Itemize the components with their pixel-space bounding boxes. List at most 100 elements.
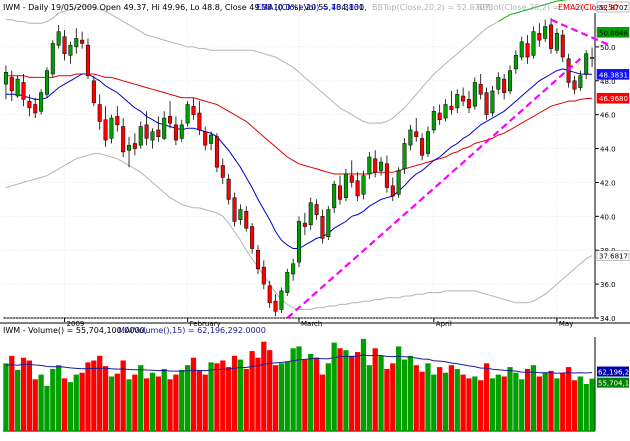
volume-bar — [179, 369, 185, 431]
candle-body — [238, 209, 243, 220]
candle-body — [296, 221, 302, 263]
y-tick-label: 46.0 — [600, 112, 616, 120]
candle-body — [338, 185, 343, 200]
candle-body — [314, 204, 319, 215]
candle-body — [355, 180, 360, 197]
volume-bar — [507, 367, 513, 431]
volume-bar — [278, 363, 285, 431]
volume-bar — [296, 346, 302, 431]
candle-body — [80, 39, 85, 44]
volume-bar — [554, 378, 560, 431]
candle-body — [291, 263, 296, 275]
candle-body — [549, 24, 554, 49]
candle-body — [179, 124, 184, 139]
month-label: April — [436, 320, 452, 328]
volume-bar — [460, 374, 466, 431]
candle-body — [425, 131, 430, 154]
volume-bar — [102, 366, 109, 431]
candle-body — [379, 161, 384, 171]
volume-panel — [3, 338, 595, 431]
volume-bar — [489, 378, 496, 431]
candle-body — [244, 211, 249, 229]
candle-body — [531, 31, 536, 56]
y-tick-label: 42.0 — [600, 179, 616, 187]
candle-body — [390, 185, 395, 197]
candle-body — [496, 77, 501, 90]
candle-body — [285, 272, 290, 293]
candle-body — [420, 138, 425, 156]
volume-bar — [108, 376, 115, 431]
volume-bar — [85, 362, 91, 431]
candle-body — [584, 53, 589, 75]
value-tag-label: 46.9680 — [599, 95, 628, 103]
candle-body — [502, 78, 507, 93]
volume-bar — [185, 365, 191, 431]
candle-body — [173, 124, 178, 141]
volume-bar — [50, 368, 56, 431]
candle-body — [121, 126, 126, 153]
volume-bar — [155, 376, 161, 431]
volume-bar — [513, 372, 519, 431]
candle-body — [109, 117, 114, 139]
candle-body — [478, 83, 483, 95]
candle-body — [508, 70, 513, 92]
volume-bar — [378, 355, 384, 431]
volume-bar — [255, 357, 261, 431]
y-tick-label: 50.0 — [600, 44, 616, 52]
candle-body — [226, 178, 231, 200]
volume-bar — [431, 374, 437, 431]
candle-body — [97, 104, 102, 122]
volume-bar — [15, 369, 21, 431]
candle-body — [273, 300, 278, 312]
volume-tag-label: 62,196,29 — [598, 369, 630, 377]
candle-body — [560, 34, 565, 58]
volume-bar — [32, 379, 38, 431]
volume-bar — [530, 365, 537, 431]
candle-body — [150, 131, 155, 141]
candle-body — [33, 104, 38, 114]
value-tag-bbtop — [596, 1, 630, 13]
candle-body — [590, 57, 595, 59]
volume-bar — [536, 376, 542, 431]
volume-bar — [331, 342, 337, 431]
candle-body — [250, 226, 255, 249]
month-label: March — [301, 320, 322, 328]
value-tag-label: 37.6817 — [599, 253, 628, 261]
candle-body — [279, 290, 284, 310]
candle-body — [162, 117, 167, 139]
volume-bar — [396, 346, 402, 431]
month-label: February — [190, 320, 221, 328]
candle-body — [27, 100, 32, 109]
candle-body — [232, 197, 237, 222]
volume-bar — [202, 374, 208, 431]
volume-bar — [349, 355, 355, 431]
candle-body — [68, 44, 73, 56]
candle-body — [443, 104, 448, 119]
candle-body — [168, 116, 173, 124]
volume-bar — [261, 341, 267, 431]
volume-bar — [190, 357, 197, 431]
volume-bar — [589, 378, 595, 431]
candle-body — [343, 173, 348, 198]
candle-body — [349, 175, 354, 183]
volume-bar — [495, 374, 501, 431]
volume-bar — [442, 372, 449, 431]
volume-bar — [97, 355, 103, 431]
volume-bar — [3, 363, 9, 431]
value-tag-last — [596, 27, 630, 38]
volume-bar — [308, 353, 314, 431]
candle-body — [62, 36, 67, 54]
volume-bar — [73, 374, 79, 431]
candle-body — [21, 82, 26, 100]
candle-body — [513, 55, 518, 70]
value-tag-ema2 — [596, 92, 630, 104]
candle-body — [414, 131, 419, 137]
candle-body — [214, 136, 219, 168]
volume-bar — [577, 376, 583, 431]
volume-bar — [9, 355, 15, 431]
y-tick-label: 40.0 — [600, 213, 616, 221]
candle-body — [15, 78, 20, 97]
volume-bar — [542, 372, 548, 431]
candle-body — [127, 144, 132, 151]
